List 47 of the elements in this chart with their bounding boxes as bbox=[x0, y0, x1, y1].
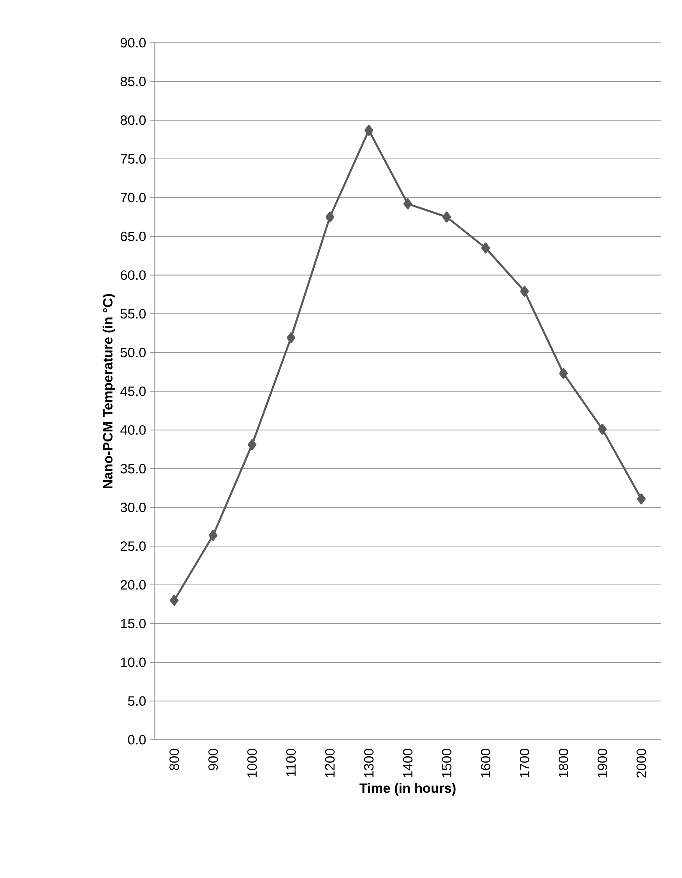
x-tick-label: 1500 bbox=[442, 749, 452, 778]
x-tick-label: 1200 bbox=[325, 749, 335, 778]
y-tick-label: 80.0 bbox=[120, 116, 146, 126]
y-tick-label: 75.0 bbox=[120, 154, 146, 164]
y-tick-label: 30.0 bbox=[120, 502, 146, 512]
point bbox=[481, 242, 490, 254]
point bbox=[209, 530, 218, 542]
y-tick-label: 70.0 bbox=[120, 193, 146, 203]
x-tick-label: 1900 bbox=[598, 749, 608, 778]
x-tick-label: 2000 bbox=[636, 749, 646, 778]
x-tick-label: 800 bbox=[170, 749, 180, 770]
x-tick-label: 1800 bbox=[558, 749, 568, 778]
x-axis-title: Time (in hours) bbox=[360, 783, 456, 796]
y-tick-label: 5.0 bbox=[128, 696, 146, 706]
point bbox=[170, 595, 179, 606]
y-tick-label: 15.0 bbox=[121, 619, 146, 629]
x-tick-label: 900 bbox=[208, 749, 218, 770]
point bbox=[404, 198, 412, 210]
x-tick-label: 1700 bbox=[520, 749, 530, 778]
y-tick-label: 65.0 bbox=[120, 232, 146, 242]
y-tick-label: 55.0 bbox=[120, 309, 146, 319]
point bbox=[364, 125, 374, 136]
point bbox=[559, 368, 568, 380]
point bbox=[598, 424, 607, 435]
y-tick-label: 90.0 bbox=[120, 38, 146, 48]
point bbox=[326, 212, 335, 223]
y-tick-label: 85.0 bbox=[120, 76, 146, 86]
y-tick-label: 40.0 bbox=[120, 425, 146, 435]
point bbox=[286, 332, 296, 344]
x-tick-label: 1400 bbox=[403, 749, 413, 778]
y-tick-label: 25.0 bbox=[120, 542, 146, 552]
y-tick-label: 60.0 bbox=[120, 270, 146, 280]
point bbox=[248, 439, 257, 450]
y-tick-label: 45.0 bbox=[120, 386, 146, 396]
y-tick-label: 20.0 bbox=[120, 580, 146, 590]
point bbox=[637, 494, 646, 505]
x-tick-label: 1600 bbox=[481, 749, 491, 778]
x-tick-label: 1100 bbox=[286, 749, 296, 776]
x-tick-label: 1300 bbox=[364, 749, 374, 778]
y-tick-label: 50.0 bbox=[120, 348, 146, 358]
y-tick-label: 10.0 bbox=[121, 658, 146, 668]
y-tick-label: 35.0 bbox=[120, 464, 146, 474]
x-tick-label: 1000 bbox=[248, 749, 258, 778]
y-tick-label: 0.0 bbox=[128, 735, 146, 745]
point bbox=[442, 212, 452, 223]
point bbox=[520, 286, 530, 298]
y-axis-title: Nano-PCM Temperature (in °C) bbox=[102, 294, 116, 488]
